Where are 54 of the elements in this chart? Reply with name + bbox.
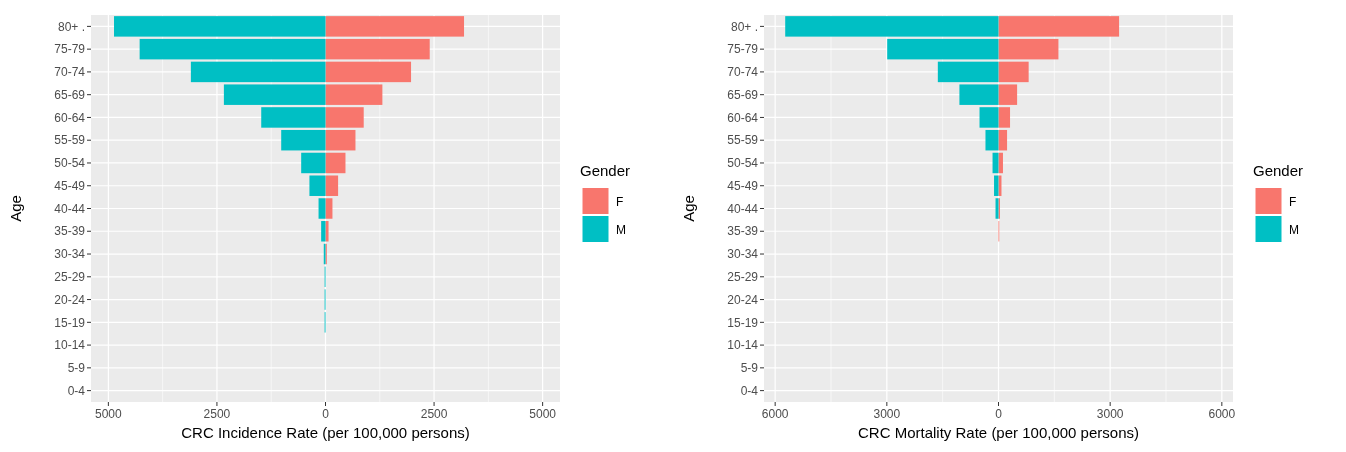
y-tick-label: 20-24 [727, 292, 759, 307]
x-tick-label: 2500 [420, 407, 448, 421]
x-tick-label: 3000 [1096, 407, 1124, 421]
legend-title: Gender [1253, 161, 1304, 179]
y-tick-label: 50-54 [54, 156, 86, 171]
y-tick-label: 70-74 [727, 65, 759, 80]
y-tick-label: 65-69 [54, 87, 86, 102]
y-tick-label: 40-44 [54, 201, 86, 216]
y-tick-label: 25-29 [727, 269, 759, 284]
y-tick-label: 0-4 [67, 383, 86, 398]
y-axis-title: Age [7, 195, 24, 222]
legend-label: F [1289, 194, 1297, 209]
y-tick-label: 25-29 [54, 269, 86, 284]
y-tick-label: 15-19 [54, 315, 86, 330]
y-tick-label: 60-64 [727, 110, 759, 125]
y-tick-label: 5-9 [67, 361, 86, 376]
y-tick-label: 0-4 [740, 383, 759, 398]
x-tick-label: 5000 [529, 407, 557, 421]
y-tick-label: 15-19 [727, 315, 759, 330]
y-tick-label: 20-24 [54, 292, 86, 307]
y-tick-label: 65-69 [727, 87, 759, 102]
y-tick-label: 55-59 [54, 133, 86, 148]
x-axis-title: CRC Mortality Rate (per 100,000 persons) [858, 424, 1139, 441]
y-tick-label: 80+ . [57, 19, 85, 34]
y-tick-label: 55-59 [727, 133, 759, 148]
y-tick-label: 45-49 [727, 178, 759, 193]
x-tick-label: 5000 [95, 407, 123, 421]
y-tick-label: 30-34 [54, 247, 86, 262]
y-tick-label: 35-39 [727, 224, 759, 239]
legend-label: M [1289, 222, 1299, 237]
y-tick-label: 75-79 [54, 42, 86, 57]
y-tick-label: 70-74 [54, 65, 86, 80]
y-tick-label: 40-44 [727, 201, 759, 216]
x-tick-label: 6000 [761, 407, 789, 421]
y-tick-label: 75-79 [727, 42, 759, 57]
y-axis-title: Age [680, 195, 697, 222]
x-axis-title: CRC Incidence Rate (per 100,000 persons) [181, 424, 470, 441]
legend-label: M [616, 222, 626, 237]
x-tick-label: 0 [322, 407, 330, 421]
y-tick-label: 35-39 [54, 224, 86, 239]
x-tick-label: 6000 [1208, 407, 1236, 421]
y-tick-label: 50-54 [727, 156, 759, 171]
y-tick-label: 10-14 [54, 338, 86, 353]
legend-label: F [616, 194, 624, 209]
y-tick-label: 5-9 [740, 361, 759, 376]
x-tick-label: 2500 [203, 407, 231, 421]
x-tick-label: 3000 [873, 407, 901, 421]
legend-title: Gender [580, 161, 631, 179]
y-tick-label: 30-34 [727, 247, 759, 262]
x-tick-label: 0 [995, 407, 1003, 421]
y-tick-label: 80+ . [730, 19, 758, 34]
y-tick-label: 60-64 [54, 110, 86, 125]
y-tick-label: 10-14 [727, 338, 759, 353]
y-tick-label: 45-49 [54, 178, 86, 193]
